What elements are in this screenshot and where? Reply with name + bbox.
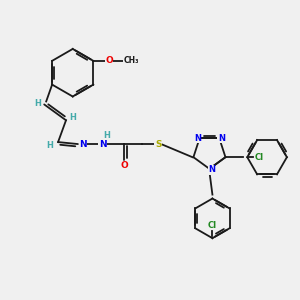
Text: H: H xyxy=(34,99,41,108)
Text: N: N xyxy=(218,134,225,143)
Text: N: N xyxy=(99,140,106,148)
Text: Cl: Cl xyxy=(208,221,217,230)
Text: H: H xyxy=(103,130,110,140)
Text: H: H xyxy=(70,113,76,122)
Text: N: N xyxy=(194,134,201,143)
Text: CH₃: CH₃ xyxy=(123,56,139,65)
Text: N: N xyxy=(79,140,87,148)
Text: H: H xyxy=(47,140,54,149)
Text: O: O xyxy=(105,56,113,65)
Text: S: S xyxy=(155,140,161,148)
Text: N: N xyxy=(208,165,215,174)
Text: Cl: Cl xyxy=(255,153,264,162)
Text: O: O xyxy=(121,161,128,170)
